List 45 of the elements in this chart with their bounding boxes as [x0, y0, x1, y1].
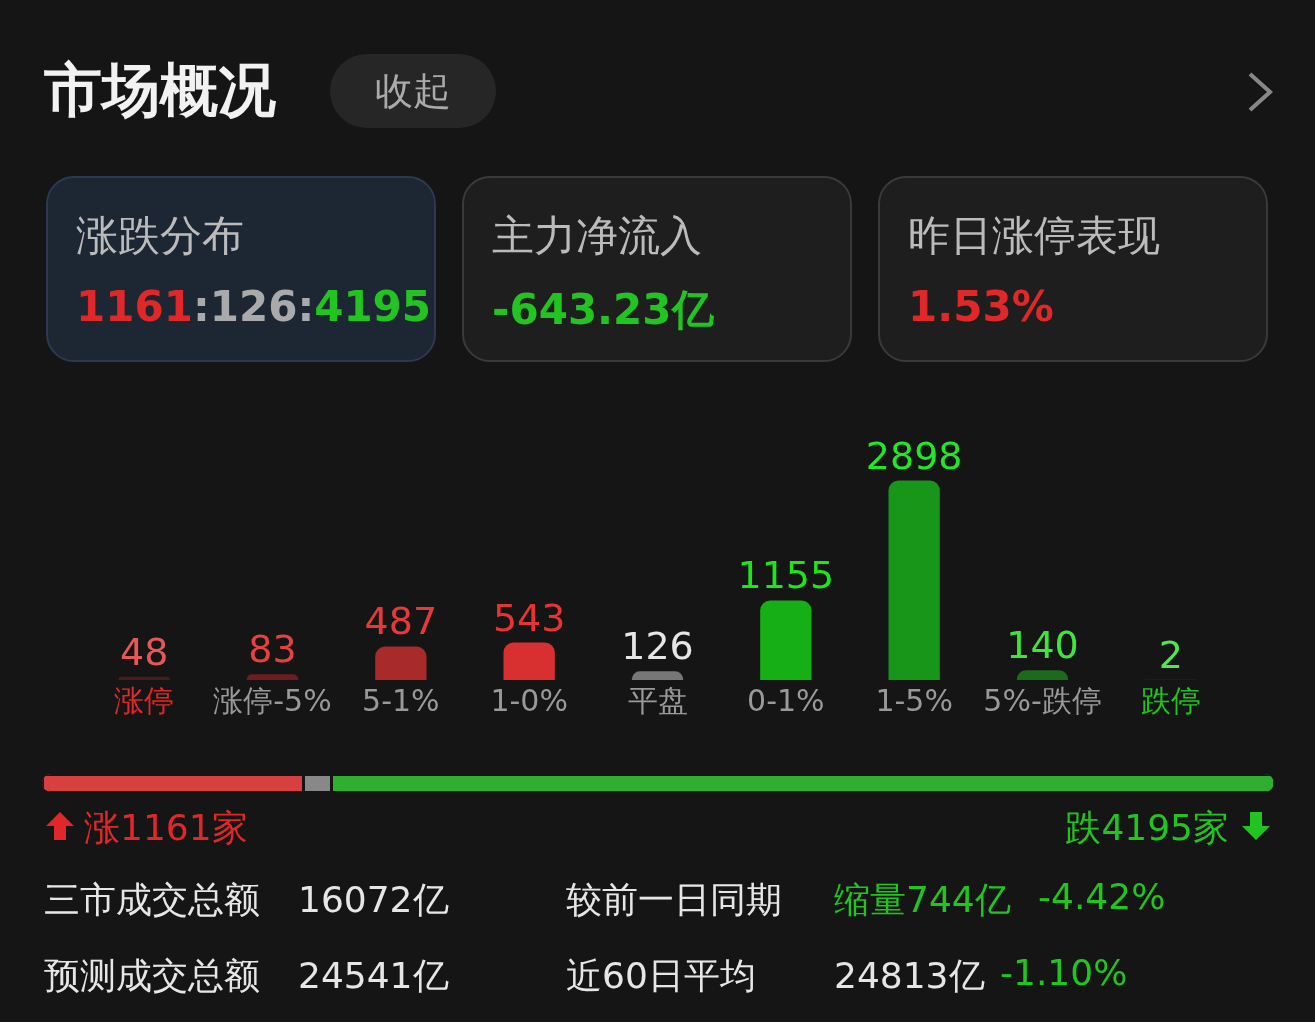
text: 主力净流入	[492, 210, 702, 262]
text: -4.42%	[1038, 876, 1166, 917]
bar	[503, 642, 555, 680]
text: -1.10%	[1000, 952, 1128, 993]
text: 预测成交总额	[44, 954, 260, 998]
data-label: 126	[621, 624, 694, 669]
bar	[375, 646, 427, 680]
x-tick-label: 1-5%	[875, 683, 953, 718]
text: 24813亿	[834, 954, 985, 998]
data-label: 543	[492, 595, 566, 640]
data-label: 48	[119, 629, 169, 674]
text: 16072亿	[298, 878, 449, 922]
data-label: 487	[364, 599, 438, 644]
x-tick-label: 涨停-5%	[213, 683, 332, 718]
text: 跌4195家	[1065, 806, 1229, 850]
data-label: 140	[1006, 623, 1079, 668]
x-tick-label: 涨停	[114, 683, 175, 718]
text: 涨跌分布	[76, 210, 244, 262]
text: -643.23亿	[492, 285, 714, 334]
text: 较前一日同期	[566, 878, 782, 922]
x-tick-label: 5-1%	[362, 683, 440, 718]
text: 三市成交总额	[44, 878, 260, 922]
text: 收起	[330, 54, 496, 128]
x-tick-label: 跌停	[1140, 683, 1201, 718]
bar	[246, 674, 299, 680]
bar	[118, 676, 170, 680]
text: 缩量744亿	[834, 878, 1011, 922]
bar	[631, 671, 684, 680]
data-label: 83	[248, 627, 297, 672]
x-tick-label: 5%-跌停	[983, 683, 1102, 718]
text: 1.53%	[908, 282, 1054, 331]
text: 涨1161家	[84, 806, 248, 850]
text: 昨日涨停表现	[908, 210, 1160, 262]
bar	[888, 480, 940, 680]
text: 近60日平均	[566, 954, 756, 998]
bar	[760, 600, 812, 680]
x-tick-label: 0-1%	[747, 683, 825, 718]
x-tick-label: 平盘	[627, 683, 688, 718]
data-label: 1155	[737, 553, 835, 598]
data-label: 2898	[865, 433, 963, 478]
data-label: 2	[1158, 632, 1183, 677]
text: 24541亿	[298, 954, 449, 998]
text: 1161:126:4195	[76, 282, 432, 331]
chart-title: 市场概况	[44, 55, 276, 126]
x-tick-label: 1-0%	[490, 683, 568, 718]
